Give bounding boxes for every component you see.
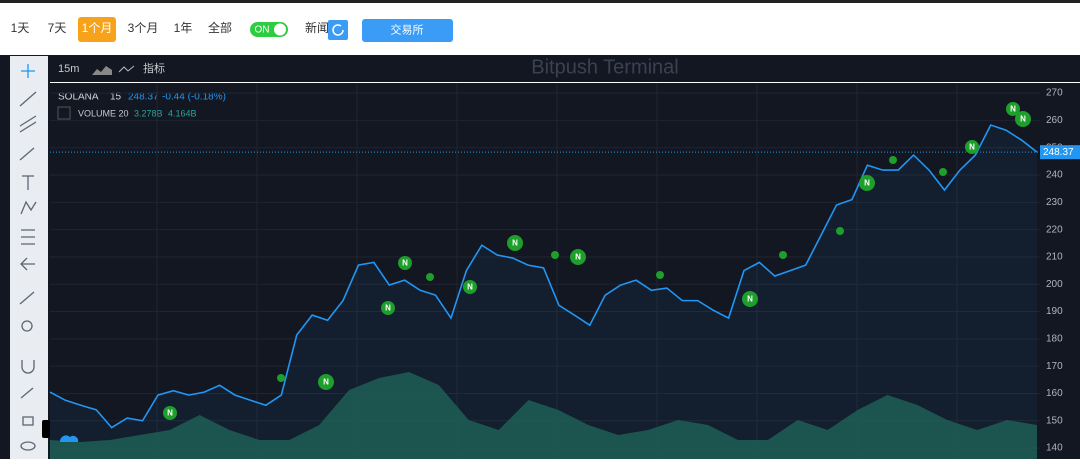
price-axis [1040, 83, 1080, 459]
y-tick-label: 260 [1046, 115, 1063, 126]
news-label: 新闻 [305, 20, 329, 35]
range-button[interactable]: 7天 [48, 21, 67, 35]
news-marker-label: N [323, 378, 329, 387]
y-tick-label: 220 [1046, 224, 1063, 235]
volume-area [50, 372, 1037, 459]
price-area [50, 125, 1037, 459]
range-button[interactable]: 1个月 [82, 21, 113, 35]
news-marker[interactable] [381, 301, 395, 315]
price-badge [1040, 145, 1080, 160]
legend-symbol: SOLANA [58, 92, 99, 103]
y-tick-label: 190 [1046, 306, 1063, 317]
news-marker-label: N [167, 409, 173, 418]
range-button[interactable]: 全部 [208, 20, 232, 35]
news-dot[interactable] [426, 273, 434, 281]
exchange-label: 交易所 [391, 22, 424, 36]
top-bar [0, 0, 1080, 55]
indicator-icon [118, 65, 135, 73]
y-tick-label: 210 [1046, 252, 1063, 263]
news-dot[interactable] [889, 156, 897, 164]
news-dot[interactable] [836, 227, 844, 235]
news-dot[interactable] [779, 251, 787, 259]
news-marker[interactable] [859, 175, 875, 191]
y-tick-label: 230 [1046, 197, 1063, 208]
news-marker-label: N [575, 253, 581, 262]
news-marker-label: N [1010, 105, 1016, 114]
refresh-icon [332, 24, 344, 36]
toggle-label: ON [255, 25, 270, 36]
news-marker[interactable] [1015, 111, 1031, 127]
y-tick-label: 160 [1046, 388, 1063, 399]
news-marker[interactable] [965, 140, 979, 154]
news-marker-label: N [385, 304, 391, 313]
price-line [49, 124, 1038, 429]
news-dot[interactable] [551, 251, 559, 259]
news-marker[interactable] [163, 406, 177, 420]
top-edge [0, 0, 1080, 3]
news-marker-label: N [1020, 115, 1026, 124]
news-marker-label: N [969, 143, 975, 152]
news-marker-label: N [864, 179, 870, 188]
exchange-button[interactable] [362, 19, 453, 42]
indicator-button[interactable]: 指标 [143, 61, 165, 75]
news-dot[interactable] [277, 374, 285, 382]
y-tick-label: 270 [1046, 88, 1063, 99]
news-marker[interactable] [1006, 102, 1020, 116]
news-marker[interactable] [742, 291, 758, 307]
range-button[interactable]: 3个月 [128, 21, 159, 35]
legend-volume: VOLUME 20 [78, 108, 129, 118]
legend-interval: 15 [110, 92, 122, 103]
news-marker-label: N [467, 283, 473, 292]
range-button[interactable]: 1年 [174, 21, 193, 35]
news-marker-label: N [747, 295, 753, 304]
watermark: Bitpush Terminal [531, 56, 678, 78]
y-tick-label: 170 [1046, 361, 1063, 372]
y-tick-label: 200 [1046, 279, 1063, 290]
legend-price: 248.37 [128, 92, 159, 103]
price-badge-label: 248.37 [1043, 147, 1074, 158]
collapse-handle[interactable] [42, 420, 50, 438]
toggle-knob [274, 23, 286, 36]
legend-collapse[interactable] [57, 106, 71, 120]
range-button[interactable]: 1天 [11, 21, 30, 35]
y-tick-label: 240 [1046, 170, 1063, 181]
drawing-toolbar [10, 56, 48, 459]
news-marker[interactable] [318, 374, 334, 390]
news-marker[interactable] [398, 256, 412, 270]
legend-volume-ma: 4.164B [168, 108, 197, 118]
news-dot[interactable] [939, 168, 947, 176]
legend-volume-value: 3.278B [134, 108, 163, 118]
news-marker-label: N [512, 239, 518, 248]
news-marker[interactable] [570, 249, 586, 265]
y-tick-label: 150 [1046, 415, 1063, 426]
news-marker[interactable] [463, 280, 477, 294]
y-tick-label: 140 [1046, 443, 1063, 454]
news-marker-label: N [402, 259, 408, 268]
logo-icon [59, 435, 79, 442]
interval-button[interactable]: 15m [58, 63, 79, 75]
legend-change: -0.44 (-0.18%) [162, 92, 226, 103]
chart-type-icon[interactable] [92, 66, 112, 75]
refresh-button[interactable] [328, 20, 348, 40]
news-marker[interactable] [507, 235, 523, 251]
news-dot[interactable] [656, 271, 664, 279]
tool-icons [19, 64, 37, 451]
active-range[interactable] [78, 17, 116, 42]
y-tick-label: 180 [1046, 333, 1063, 344]
